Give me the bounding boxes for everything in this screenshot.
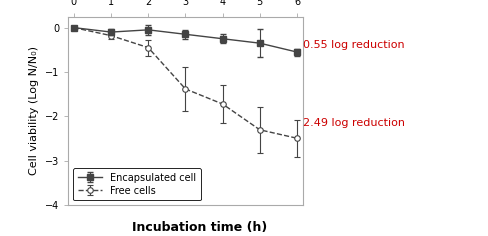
Text: 2.49 log reduction: 2.49 log reduction (303, 118, 405, 128)
Legend: Encapsulated cell, Free cells: Encapsulated cell, Free cells (73, 168, 201, 200)
Text: Incubation time (h): Incubation time (h) (132, 221, 268, 234)
Text: 0.55 log reduction: 0.55 log reduction (303, 39, 404, 50)
Y-axis label: Cell viability (Log N/N₀): Cell viability (Log N/N₀) (29, 46, 40, 175)
